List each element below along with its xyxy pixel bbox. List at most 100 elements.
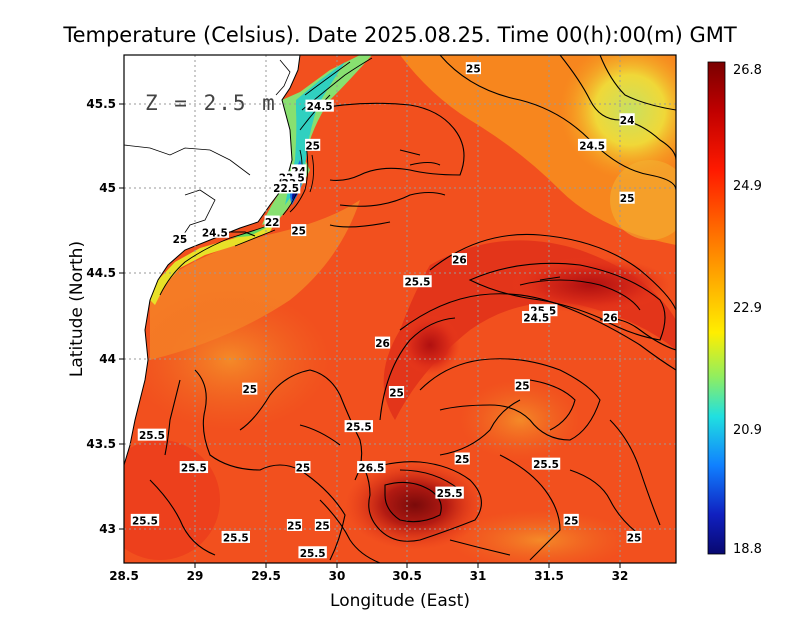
western-coastal-strip	[150, 222, 275, 305]
contour-label: 24.5	[202, 227, 228, 239]
x-tick-label: 28.5	[109, 569, 139, 583]
contour-label-background	[451, 253, 467, 266]
x-axis-ticks: 28.5 29 29.5 30 30.5 31 31.5 32	[109, 563, 628, 583]
contour-label-background	[388, 386, 405, 399]
contour-label: 24.5	[523, 313, 549, 325]
contour-label: 25.5	[405, 277, 431, 289]
y-axis-ticks: 43 43.5 44 44.5 45 45.5	[86, 97, 124, 536]
contour-label: 25	[296, 463, 311, 475]
x-tick-label: 32	[612, 569, 629, 583]
contour-label: 25	[620, 193, 635, 205]
contour-label: 26	[375, 338, 390, 350]
contour-label: 25.5	[437, 488, 463, 500]
y-tick-label: 43	[99, 522, 116, 536]
contour-label: 22.5	[273, 183, 299, 195]
contour-label-background	[298, 546, 327, 559]
western-orange-patch	[130, 290, 330, 430]
y-tick-label: 44.5	[86, 266, 116, 280]
contour-label-background	[602, 311, 618, 324]
contour-label-background	[305, 99, 334, 112]
map-field	[124, 55, 676, 563]
contour-labels: 2524.52424.5252423.52322.525222524.52526…	[130, 62, 642, 560]
contour-label-background	[577, 138, 607, 151]
isotherm-contours	[149, 55, 676, 563]
contour-label: 25	[389, 388, 404, 400]
plot-frame	[123, 54, 677, 564]
x-axis-label: Longitude (East)	[330, 591, 470, 611]
contour-label: 26	[452, 255, 467, 267]
contour-label: 25	[287, 520, 302, 532]
contour-label-background	[531, 457, 561, 470]
contour-label: 25	[466, 64, 481, 76]
colorbar-tick: 26.8	[733, 63, 762, 78]
contour-label: 26.5	[358, 463, 384, 475]
contour-label: 25	[242, 384, 257, 396]
contour-label-background	[465, 62, 481, 75]
cool-northeast-patch	[560, 55, 676, 180]
x-tick-label: 29	[187, 569, 204, 583]
contour-label: 25.5	[300, 548, 326, 560]
colorbar	[707, 61, 726, 555]
contour-label-background	[221, 530, 250, 543]
x-tick-label: 31	[470, 569, 487, 583]
contour-label-background	[264, 215, 280, 228]
hot-central-core	[400, 315, 460, 375]
southwest-warm-patch	[124, 440, 220, 560]
y-tick-label: 44	[99, 352, 116, 366]
contour-label: 25	[305, 140, 320, 152]
contour-label-background	[305, 138, 321, 151]
y-tick-label: 43.5	[86, 437, 116, 451]
contour-label: 24	[620, 115, 635, 127]
colorbar-tick: 18.8	[733, 542, 762, 557]
cool-east-patch	[610, 160, 676, 240]
contour-label-background	[619, 113, 635, 126]
contour-label: 25	[291, 226, 306, 238]
contour-label-background	[563, 513, 579, 526]
contour-label-background	[357, 461, 386, 474]
contour-label: 25	[515, 381, 530, 393]
contour-label-background	[130, 513, 160, 526]
contour-label-background	[514, 379, 530, 392]
contour-label-background	[137, 428, 167, 441]
hot-east-core	[510, 257, 670, 313]
contour-label-background	[242, 382, 258, 395]
lagoon-outline	[179, 189, 216, 241]
contour-label: 25.5	[139, 430, 165, 442]
contour-label-background	[179, 461, 209, 474]
chart-title: Temperature (Celsius). Date 2025.08.25. …	[62, 23, 737, 47]
contour-label: 25	[173, 234, 188, 246]
contour-label: 25.5	[181, 463, 207, 475]
contour-label: 25	[564, 515, 579, 527]
contour-label: 25.5	[533, 459, 559, 471]
contour-label-background	[172, 232, 188, 245]
depth-label: Z = 2.5 m	[145, 91, 277, 115]
x-tick-label: 29.5	[251, 569, 281, 583]
contour-label-background	[200, 225, 230, 238]
x-tick-label: 30.5	[392, 569, 422, 583]
southern-orange-patch	[450, 510, 630, 563]
contour-label-background	[314, 518, 331, 531]
contour-label-background	[271, 181, 301, 194]
x-tick-label: 30	[329, 569, 346, 583]
contour-label: 25.5	[132, 515, 158, 527]
contour-label-background	[291, 224, 307, 237]
x-tick-label: 31.5	[534, 569, 564, 583]
contour-label: 22	[265, 217, 280, 229]
contour-label: 26	[603, 313, 618, 325]
contour-label: 24.5	[579, 140, 605, 152]
land-coastline	[124, 55, 301, 466]
colorbar-tick: 20.9	[733, 423, 762, 438]
contour-label: 25.5	[223, 532, 249, 544]
contour-label-background	[619, 191, 635, 204]
estuary-outline	[275, 59, 291, 96]
contour-label-background	[626, 530, 642, 543]
contour-label: 25	[315, 520, 330, 532]
contour-label-background	[454, 452, 470, 465]
contour-label-background	[295, 461, 311, 474]
colorbar-tick: 24.9	[733, 179, 762, 194]
contour-label-background	[286, 518, 303, 531]
central-orange-patch	[460, 380, 580, 460]
y-axis-label: Latitude (North)	[67, 241, 87, 377]
contour-label-background	[522, 311, 551, 324]
colorbar-tick: 22.9	[733, 301, 762, 316]
